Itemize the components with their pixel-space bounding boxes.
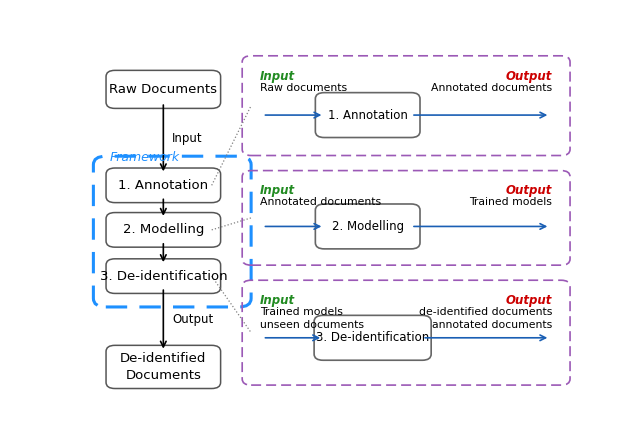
Text: 1. Annotation: 1. Annotation <box>328 109 408 121</box>
Text: Trained models
unseen documents: Trained models unseen documents <box>260 307 364 330</box>
Text: 2. Modelling: 2. Modelling <box>332 220 404 233</box>
Text: De-identified
Documents: De-identified Documents <box>120 352 207 382</box>
FancyBboxPatch shape <box>106 345 221 388</box>
Text: 1. Annotation: 1. Annotation <box>118 179 209 192</box>
Text: Input: Input <box>260 294 295 307</box>
FancyBboxPatch shape <box>316 93 420 138</box>
Text: Output: Output <box>506 184 552 197</box>
Text: de-identified documents
annotated documents: de-identified documents annotated docume… <box>419 307 552 330</box>
Text: Input: Input <box>260 184 295 197</box>
Text: Output: Output <box>506 294 552 307</box>
Text: Framework: Framework <box>110 151 180 164</box>
Text: Output: Output <box>172 313 214 326</box>
Text: 3. De-identification: 3. De-identification <box>99 270 227 283</box>
Text: Raw documents: Raw documents <box>260 82 347 93</box>
FancyBboxPatch shape <box>106 70 221 109</box>
Text: Annotated documents: Annotated documents <box>431 82 552 93</box>
Text: Trained models: Trained models <box>469 197 552 207</box>
Text: Annotated documents: Annotated documents <box>260 197 381 207</box>
Text: Raw Documents: Raw Documents <box>109 83 218 96</box>
FancyBboxPatch shape <box>316 204 420 249</box>
Text: Input: Input <box>172 132 203 145</box>
Text: Output: Output <box>506 69 552 82</box>
FancyBboxPatch shape <box>106 259 221 293</box>
Text: Input: Input <box>260 69 295 82</box>
Text: 3. De-identification: 3. De-identification <box>316 331 429 344</box>
FancyBboxPatch shape <box>106 168 221 202</box>
FancyBboxPatch shape <box>314 316 431 360</box>
FancyBboxPatch shape <box>106 213 221 247</box>
Text: 2. Modelling: 2. Modelling <box>123 223 204 236</box>
